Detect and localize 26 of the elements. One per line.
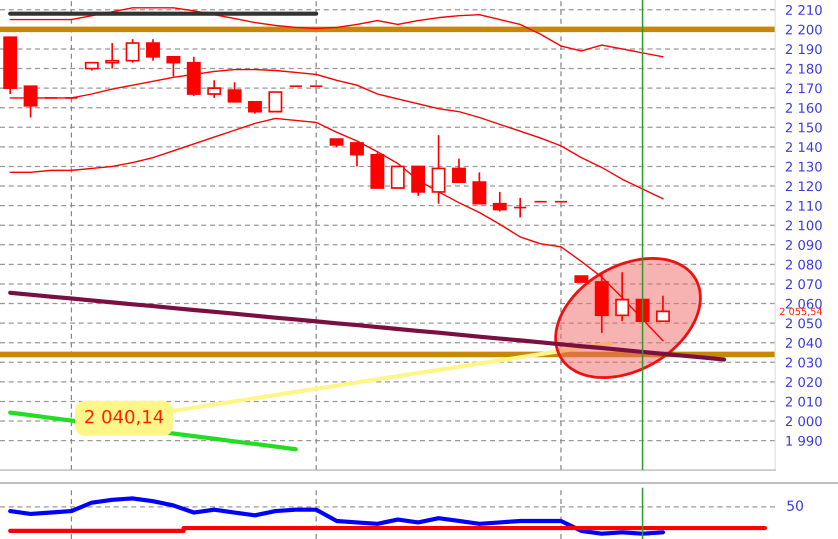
y-tick-label: 2 050 <box>786 318 822 328</box>
y-tick-label: 2 070 <box>786 279 822 290</box>
y-tick-label: 2 030 <box>786 358 822 368</box>
y-tick-label: 2 040 <box>786 338 822 348</box>
y-tick-label: 2 100 <box>786 220 822 230</box>
text: 2 055,54 <box>780 308 822 316</box>
y-tick-label: 2 080 <box>786 260 822 270</box>
y-tick-label: 2 020 <box>786 377 822 388</box>
y-tick-label: 2 120 <box>786 181 822 192</box>
y-tick-label: 2 110 <box>786 200 822 211</box>
y-tick-label: 2 200 <box>786 24 822 35</box>
y-tick-label: 2 060 <box>786 298 822 309</box>
text: 50 <box>787 500 804 511</box>
y-tick-label: 2 010 <box>786 396 822 407</box>
y-tick-label: 2 210 <box>786 5 822 15</box>
y-tick-label: 2 130 <box>786 162 822 172</box>
annotation: 2 040,14 <box>85 410 164 426</box>
y-tick-label: 2 000 <box>786 416 822 426</box>
y-tick-label: 1 990 <box>786 436 822 446</box>
y-tick-label: 2 150 <box>786 122 822 132</box>
y-tick-label: 2 170 <box>786 83 822 94</box>
y-tick-label: 2 090 <box>786 240 822 250</box>
y-tick-label: 2 160 <box>786 102 822 113</box>
y-tick-label: 2 140 <box>786 142 822 152</box>
y-tick-label: 2 190 <box>786 44 822 54</box>
y-tick-label: 2 180 <box>786 64 822 74</box>
